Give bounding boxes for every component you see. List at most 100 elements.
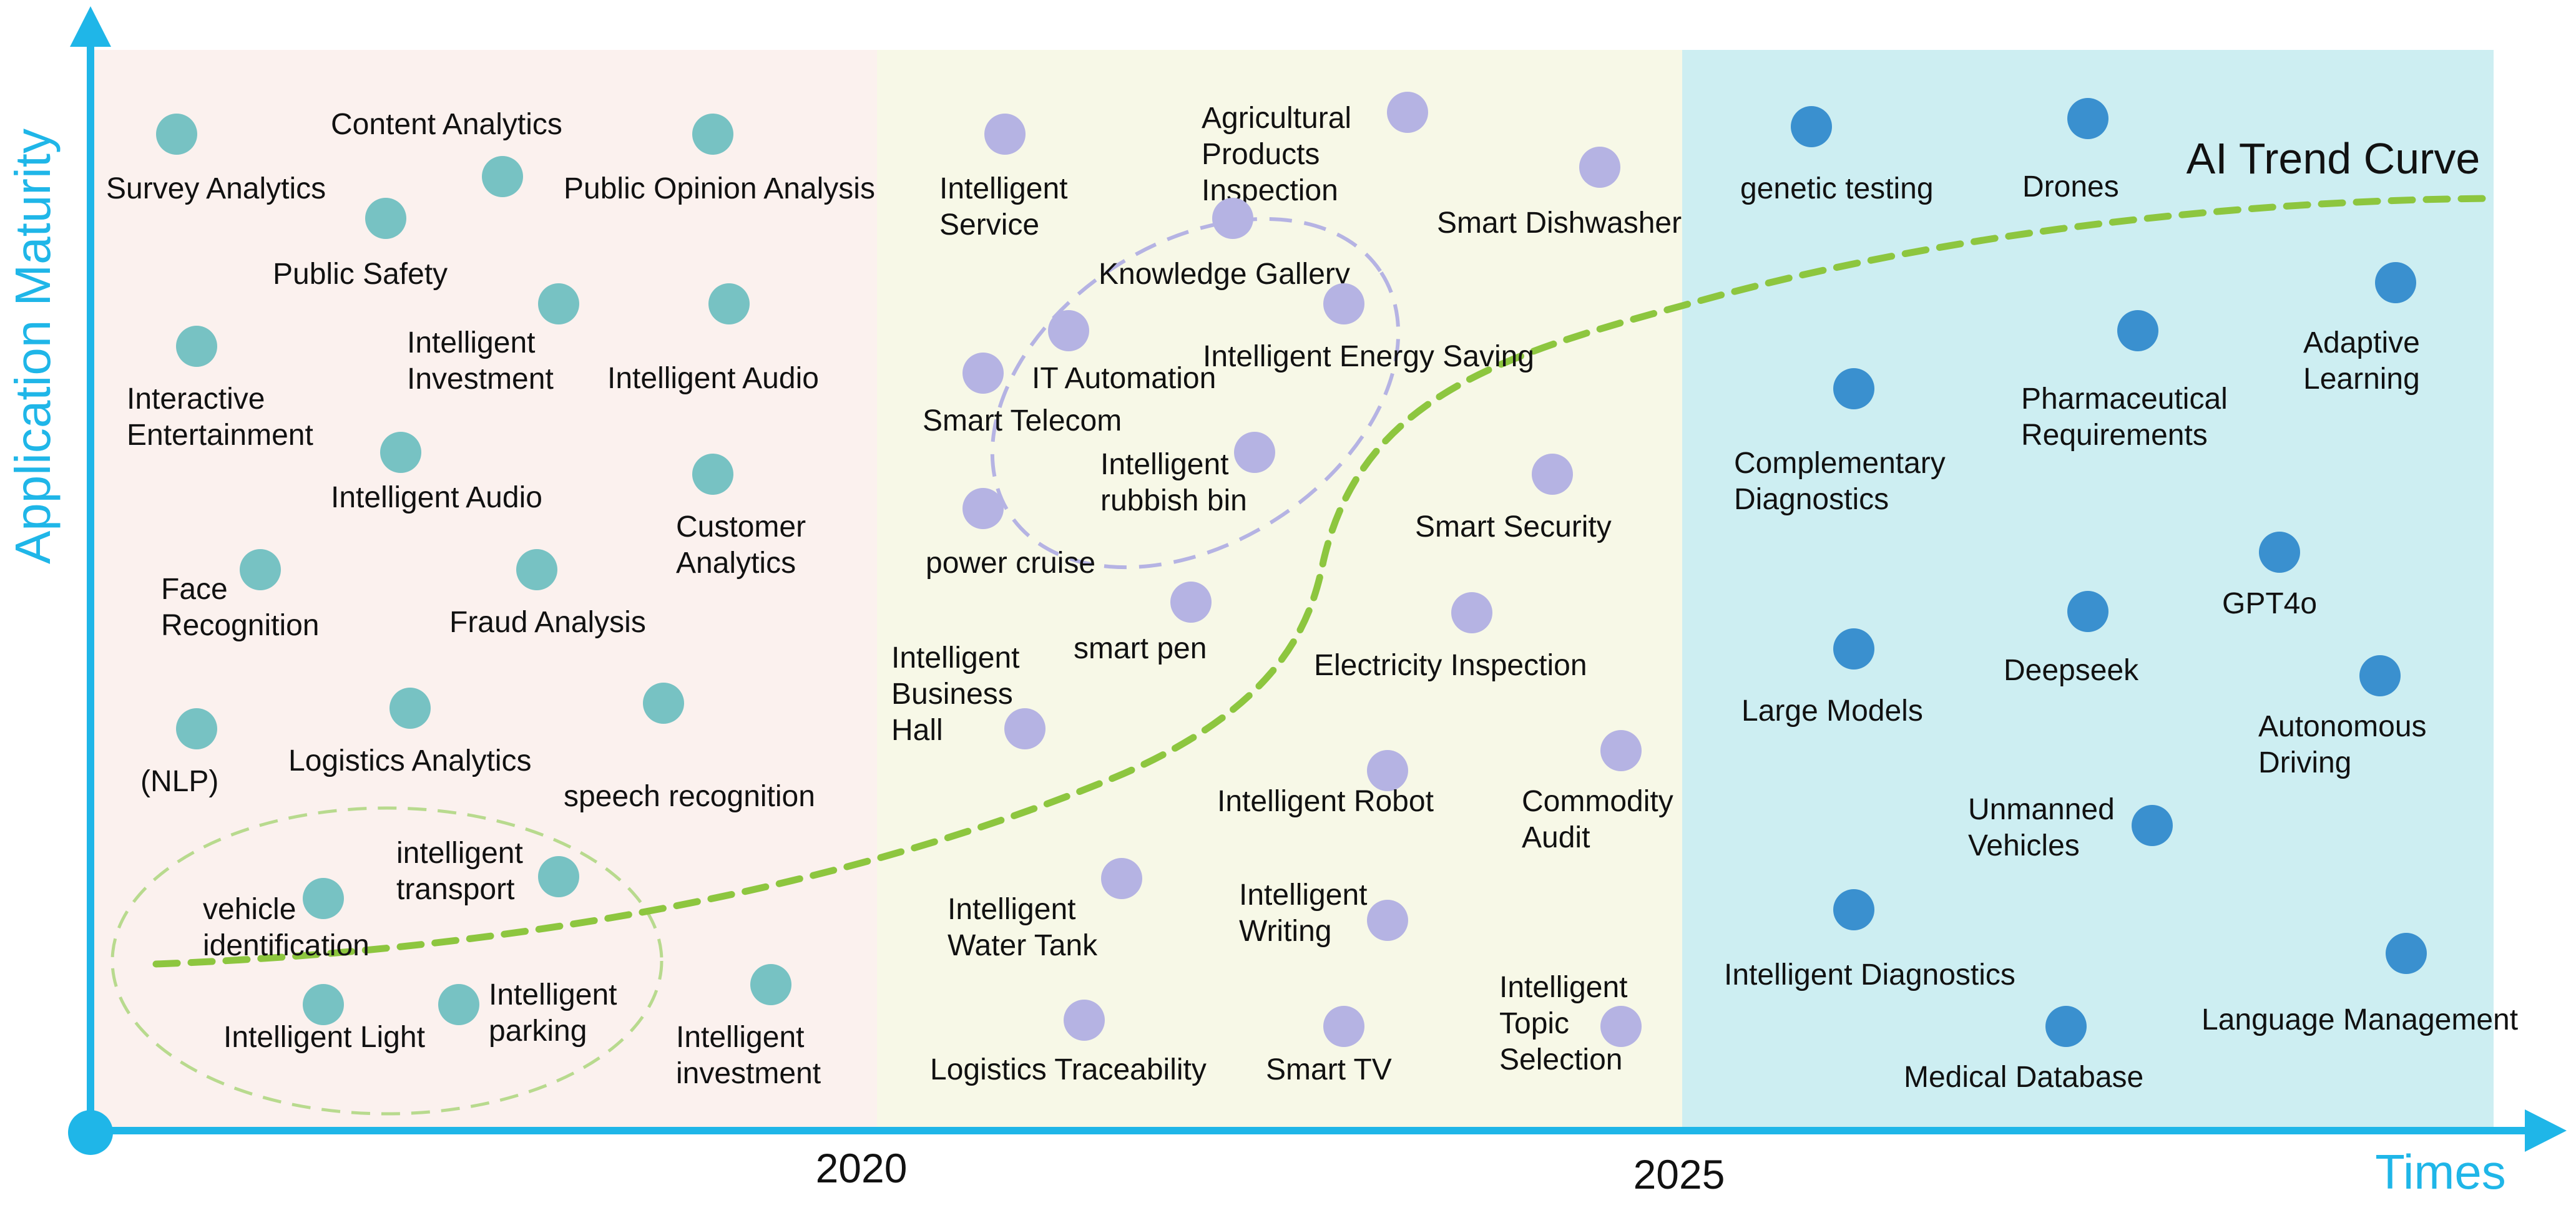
item-genetic-testing: genetic testing <box>1740 106 1934 205</box>
item-label: Intelligent Robot <box>1217 785 1434 818</box>
item-label-line: Diagnostics <box>1734 483 1889 516</box>
item-label: Intelligent Light <box>223 1021 425 1054</box>
item-dot <box>389 688 431 729</box>
item-label-line: Knowledge Gallery <box>1099 258 1350 291</box>
item-intelligent-energy-saving: Intelligent Energy Saving <box>1203 283 1534 373</box>
item-label-line: Intelligent Diagnostics <box>1724 958 2015 991</box>
item-label-line: Service <box>939 208 1039 241</box>
item-label: Public Safety <box>273 258 448 291</box>
item-dot <box>1833 628 1874 670</box>
item-dot <box>1367 750 1408 791</box>
item-dot <box>1532 454 1573 495</box>
item-label: Intelligent Business Hall <box>891 641 1019 747</box>
item-label-line: Analytics <box>676 547 796 580</box>
item-label: Intelligent Diagnostics <box>1724 958 2015 991</box>
item-label-line: Commodity <box>1522 785 1673 818</box>
item-smart-telecom: Smart Telecom <box>923 353 1122 437</box>
item-intelligent-diagnostics: Intelligent Diagnostics <box>1724 889 2015 991</box>
item-label-line: Customer <box>676 510 806 543</box>
item-dot <box>692 454 733 495</box>
item-deepseek: Deepseek <box>2004 591 2139 687</box>
item-label-line: smart pen <box>1074 632 1207 665</box>
item-it-automation: IT Automation <box>1032 310 1216 395</box>
item-dot <box>1579 147 1620 188</box>
item-label-line: Survey Analytics <box>106 172 326 205</box>
axis-origin-dot <box>68 1110 113 1155</box>
item-power-cruise: power cruise <box>926 488 1095 580</box>
item-label-line: Adaptive <box>2303 326 2420 359</box>
item-label: smart pen <box>1074 632 1207 665</box>
item-dot <box>1212 198 1253 239</box>
item-label-line: Smart TV <box>1266 1053 1392 1086</box>
x-axis-label: Times <box>2375 1144 2505 1199</box>
item-label: speech recognition <box>564 780 815 813</box>
item-label: Intelligent Writing <box>1239 879 1367 948</box>
item-content-analytics: Content Analytics <box>331 108 562 197</box>
item-gpt4o: GPT4o <box>2222 532 2317 620</box>
item-label: Intelligent Water Tank <box>948 893 1098 962</box>
item-dot <box>2375 262 2416 303</box>
item-dot <box>176 326 217 367</box>
item-label-line: IT Automation <box>1032 362 1216 395</box>
item-label-line: Intelligent <box>939 172 1067 205</box>
item-label: Survey Analytics <box>106 172 326 205</box>
item-intelligent-light: Intelligent Light <box>223 984 425 1054</box>
item-label: Intelligent Topic Selection <box>1499 971 1627 1076</box>
item-public-opinion-analysis: Public Opinion Analysis <box>564 114 875 205</box>
item-label-line: Intelligent <box>948 893 1075 926</box>
item-dot <box>1451 592 1492 633</box>
item-dot <box>2067 591 2108 632</box>
item-label-line: Learning <box>2303 363 2420 396</box>
item-label: IT Automation <box>1032 362 1216 395</box>
item-knowledge-gallery: Knowledge Gallery <box>1099 198 1350 291</box>
item-unmanned-vehicles: Unmanned Vehicles <box>1968 793 2173 862</box>
ai-trend-curve <box>152 195 2497 968</box>
item-label: Complementary Diagnostics <box>1734 447 1946 516</box>
item-dot <box>2359 655 2401 696</box>
item-label: Commodity Audit <box>1522 785 1673 854</box>
x-tick-2025: 2025 <box>1633 1151 1725 1197</box>
item-label: Face Recognition <box>161 573 320 642</box>
item-label-line: Fraud Analysis <box>449 606 646 639</box>
item-label-line: investment <box>676 1057 821 1090</box>
item-label: Public Opinion Analysis <box>564 172 875 205</box>
item-label-line: speech recognition <box>564 780 815 813</box>
item-label: Intelligent Audio <box>607 362 819 395</box>
item-label: Pharmaceutical Requirements <box>2021 382 2228 452</box>
item-label-line: Agricultural <box>1202 102 1351 135</box>
item-smart-dishwasher: Smart Dishwasher <box>1437 147 1682 240</box>
item-dot <box>1101 858 1142 899</box>
item-label-line: vehicle <box>203 893 296 926</box>
item-label: Smart Telecom <box>923 404 1122 437</box>
item-label-line: identification <box>203 929 370 962</box>
item-label: Autonomous Driving <box>2258 710 2427 779</box>
item-dot <box>516 549 557 590</box>
item-intelligent-rubbish-bin: Intelligent rubbish bin <box>1100 432 1275 517</box>
item-label: Intelligent rubbish bin <box>1100 448 1247 517</box>
item-label: GPT4o <box>2222 587 2317 620</box>
item-label-line: Requirements <box>2021 419 2208 452</box>
item-dot <box>1833 368 1874 409</box>
item-intelligent-service: Intelligent Service <box>939 114 1067 241</box>
item-label-line: Hall <box>891 714 943 747</box>
item-label: Intelligent Investment <box>407 326 554 396</box>
item-dot <box>2132 805 2173 846</box>
item-dot <box>1600 1006 1642 1047</box>
item-label: Language Management <box>2201 1003 2518 1036</box>
item-label-line: Intelligent Light <box>223 1021 425 1054</box>
item-label: (NLP) <box>140 765 218 798</box>
item-label-line: Autonomous <box>2258 710 2427 743</box>
item-dot <box>1004 708 1046 749</box>
item-label-line: Smart Security <box>1415 510 1612 543</box>
item-dot <box>538 856 579 897</box>
item-smart-tv: Smart TV <box>1266 1006 1392 1086</box>
item-intelligent-parking: Intelligent parking <box>438 978 617 1048</box>
y-axis-label: Application Maturity <box>5 129 61 564</box>
item-intelligent-investment-1: Intelligent Investment <box>407 283 579 396</box>
item-label-line: Deepseek <box>2004 654 2139 687</box>
item-label-line: Smart Telecom <box>923 404 1122 437</box>
x-axis-arrowhead <box>2525 1109 2567 1152</box>
item-label-line: Pharmaceutical <box>2021 382 2228 416</box>
